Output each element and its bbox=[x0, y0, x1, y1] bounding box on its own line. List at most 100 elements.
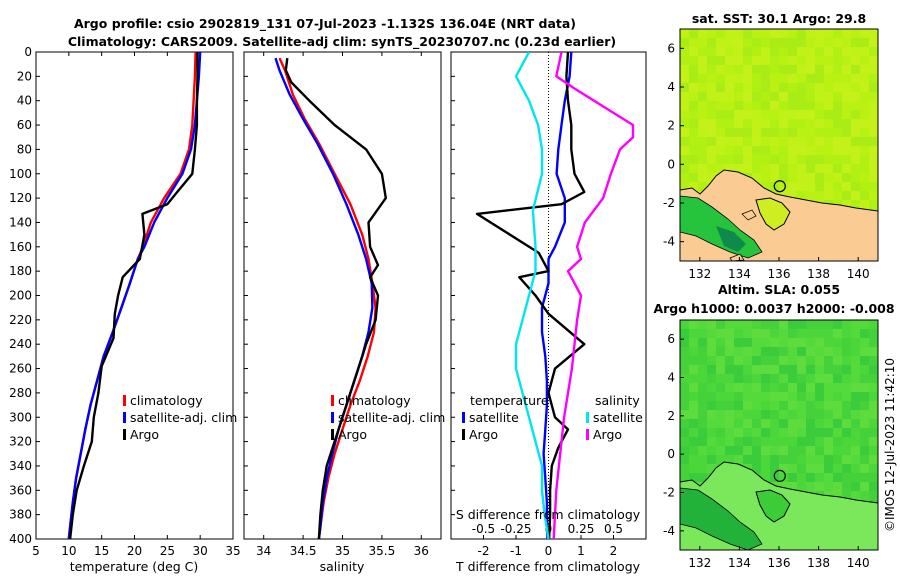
map-cell bbox=[689, 383, 698, 392]
map-cell bbox=[743, 65, 752, 74]
y-tick-label: 140 bbox=[9, 215, 32, 229]
map-cell bbox=[842, 338, 851, 347]
sla-coastal bbox=[680, 487, 763, 550]
map-cell bbox=[689, 392, 698, 401]
map-cell bbox=[707, 356, 716, 365]
map-cell bbox=[869, 173, 878, 182]
map-cell bbox=[815, 383, 824, 392]
legend-swatch bbox=[462, 412, 465, 423]
map-cell bbox=[833, 419, 842, 428]
map-cell bbox=[860, 110, 869, 119]
map-cell bbox=[833, 92, 842, 101]
map-cell bbox=[689, 320, 698, 329]
map-cell bbox=[707, 383, 716, 392]
map-cell bbox=[752, 401, 761, 410]
map-cell bbox=[842, 182, 851, 191]
map-cell bbox=[716, 47, 725, 56]
map-cell bbox=[824, 329, 833, 338]
map-cell bbox=[806, 191, 815, 200]
map-cell bbox=[860, 200, 869, 209]
y-tick-label: 4 bbox=[667, 371, 675, 385]
map-cell bbox=[689, 101, 698, 110]
map-cell bbox=[734, 365, 743, 374]
map-cell bbox=[815, 437, 824, 446]
map-cell bbox=[689, 428, 698, 437]
map-cell bbox=[788, 155, 797, 164]
map-cell bbox=[716, 29, 725, 38]
temperature-x-axis: 5 10 15 20 25 30 35 bbox=[32, 52, 241, 558]
map-cell bbox=[806, 137, 815, 146]
map-cell bbox=[689, 164, 698, 173]
map-cell bbox=[725, 110, 734, 119]
y-tick-label: 220 bbox=[9, 313, 32, 327]
map-cell bbox=[851, 428, 860, 437]
map-cell bbox=[860, 65, 869, 74]
map-cell bbox=[689, 128, 698, 137]
map-cell bbox=[761, 338, 770, 347]
map-cell bbox=[860, 410, 869, 419]
map-cell bbox=[725, 455, 734, 464]
map-cell bbox=[833, 83, 842, 92]
map-cell bbox=[824, 410, 833, 419]
map-cell bbox=[680, 320, 689, 329]
map-cell bbox=[824, 29, 833, 38]
map-cell bbox=[815, 74, 824, 83]
x-tick-label: 5 bbox=[32, 544, 40, 558]
map-cell bbox=[797, 128, 806, 137]
map-cell bbox=[779, 428, 788, 437]
map-cell bbox=[797, 464, 806, 473]
map-cell bbox=[689, 83, 698, 92]
map-cell bbox=[752, 338, 761, 347]
map-cell bbox=[752, 47, 761, 56]
map-cell bbox=[680, 155, 689, 164]
map-cell bbox=[842, 392, 851, 401]
map-cell bbox=[770, 455, 779, 464]
map-cell bbox=[815, 338, 824, 347]
map-cell bbox=[689, 410, 698, 419]
map-cell bbox=[779, 83, 788, 92]
map-cell bbox=[680, 383, 689, 392]
map-cell bbox=[734, 83, 743, 92]
map-cell bbox=[779, 329, 788, 338]
y-tick-label: -2 bbox=[663, 196, 675, 210]
map-cell bbox=[869, 410, 878, 419]
map-cell bbox=[698, 329, 707, 338]
series-line-salinity-argo bbox=[552, 52, 635, 539]
map-cell bbox=[815, 365, 824, 374]
x-tick-label: 20 bbox=[127, 544, 142, 558]
map-cell bbox=[860, 191, 869, 200]
map-cell bbox=[842, 164, 851, 173]
y-tick-label: 340 bbox=[9, 459, 32, 473]
map-cell bbox=[788, 182, 797, 191]
map-cell bbox=[869, 419, 878, 428]
map-cell bbox=[797, 65, 806, 74]
map-cell bbox=[788, 365, 797, 374]
map-cell bbox=[788, 473, 797, 482]
y-tick-label: 2 bbox=[667, 119, 675, 133]
map-cell bbox=[833, 473, 842, 482]
imos-timestamp: ©IMOS 12-Jul-2023 11:42:10 bbox=[883, 358, 897, 532]
y-tick-label: 280 bbox=[9, 386, 32, 400]
map-cell bbox=[779, 383, 788, 392]
map-cell bbox=[743, 56, 752, 65]
map-cell bbox=[761, 473, 770, 482]
map-cell bbox=[833, 338, 842, 347]
map-cell bbox=[743, 146, 752, 155]
map-cell bbox=[716, 347, 725, 356]
map-cell bbox=[851, 338, 860, 347]
map-cell bbox=[869, 356, 878, 365]
map-cell bbox=[779, 155, 788, 164]
map-cell bbox=[698, 455, 707, 464]
map-cell bbox=[815, 410, 824, 419]
map-cell bbox=[824, 191, 833, 200]
map-cell bbox=[815, 110, 824, 119]
map-cell bbox=[779, 128, 788, 137]
map-cell bbox=[842, 191, 851, 200]
map-cell bbox=[842, 329, 851, 338]
map-cell bbox=[752, 65, 761, 74]
map-cell bbox=[815, 164, 824, 173]
map-cell bbox=[779, 392, 788, 401]
map-cell bbox=[869, 482, 878, 491]
y-tick-label: 20 bbox=[17, 69, 32, 83]
map-cell bbox=[698, 65, 707, 74]
